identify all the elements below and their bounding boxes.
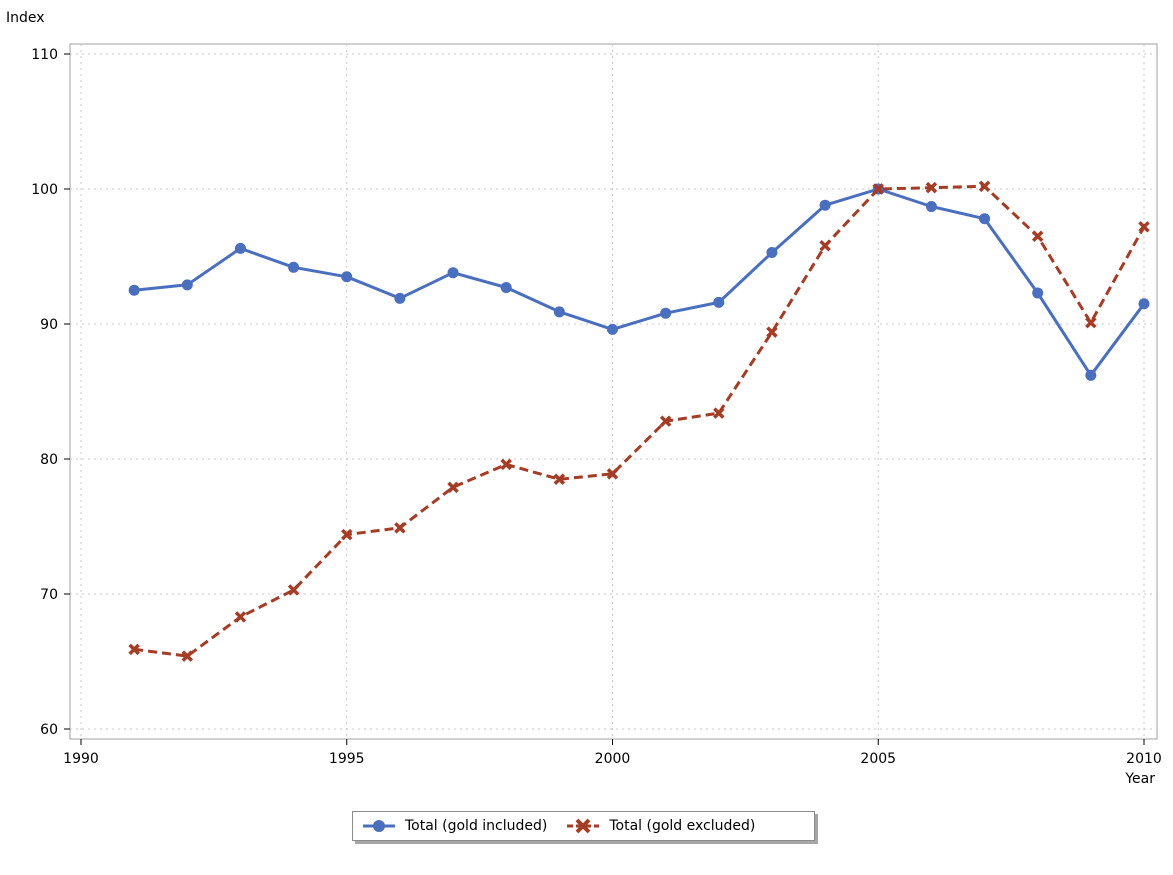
data-point	[606, 468, 619, 480]
data-point	[287, 584, 300, 596]
data-point	[128, 643, 140, 656]
data-point	[1085, 369, 1097, 381]
series-layer	[128, 180, 1150, 662]
legend-swatch-x-icon	[567, 818, 600, 834]
data-point	[607, 323, 618, 335]
data-point	[234, 242, 246, 254]
x-tick-label: 2000	[595, 751, 631, 767]
series-line-0	[134, 187, 1146, 377]
legend-label: Total (gold excluded)	[609, 818, 756, 834]
data-point	[819, 239, 831, 252]
legend-swatch-circle-icon	[363, 820, 395, 832]
data-point	[925, 181, 938, 194]
legend-item-gold-excluded: Total (gold excluded)	[565, 818, 755, 834]
data-point	[713, 296, 725, 308]
legend-item-gold-included: Total (gold included)	[361, 818, 547, 834]
data-point	[553, 306, 565, 318]
data-point	[234, 611, 247, 623]
data-point	[341, 271, 353, 283]
data-point	[1138, 221, 1150, 233]
data-point	[819, 199, 831, 211]
data-point	[1032, 287, 1044, 299]
grid-lines	[70, 44, 1157, 739]
legend-label: Total (gold included)	[405, 818, 548, 834]
data-point	[553, 473, 566, 485]
y-tick-label: 110	[31, 47, 58, 63]
legend: Total (gold included) Total (gold exclud…	[352, 811, 815, 841]
y-tick-label: 90	[40, 317, 58, 333]
x-tick-label: 1995	[329, 751, 365, 767]
data-point	[181, 279, 193, 291]
data-point	[713, 407, 725, 419]
data-point	[288, 261, 300, 273]
data-point	[447, 481, 459, 494]
data-point	[979, 213, 991, 225]
y-tick-label: 80	[40, 452, 58, 468]
data-point	[660, 307, 672, 319]
x-tick-label: 2005	[860, 751, 896, 767]
data-point	[978, 180, 991, 193]
plot-area	[69, 43, 1158, 740]
x-axis-title: Year	[1124, 771, 1155, 787]
data-point	[500, 458, 512, 471]
y-tick-label: 60	[40, 722, 58, 738]
data-point	[659, 415, 672, 427]
series-line-1	[134, 184, 1146, 658]
data-point	[766, 326, 778, 338]
data-point	[394, 292, 406, 304]
x-tick-label: 2010	[1126, 751, 1162, 767]
data-point	[925, 201, 937, 213]
data-point	[1138, 298, 1150, 310]
data-point	[447, 267, 459, 279]
data-point	[341, 528, 353, 541]
y-axis-title: Index	[6, 10, 45, 26]
axes: 60 70 80 90 100 110 1990 1995 2000 2005 2010	[31, 47, 1162, 767]
data-point	[1085, 316, 1097, 329]
data-point	[181, 650, 194, 662]
data-point	[872, 183, 884, 195]
data-point	[394, 522, 406, 534]
data-point	[500, 282, 512, 294]
y-tick-label: 100	[31, 182, 58, 198]
y-tick-label: 70	[40, 587, 58, 603]
x-tick-label: 1990	[63, 751, 99, 767]
data-point	[128, 284, 140, 296]
data-point	[1031, 230, 1044, 242]
data-point	[766, 246, 778, 258]
line-chart: 60 70 80 90 100 110 1990 1995 2000 2005 2010 Index…	[6, 10, 1162, 787]
